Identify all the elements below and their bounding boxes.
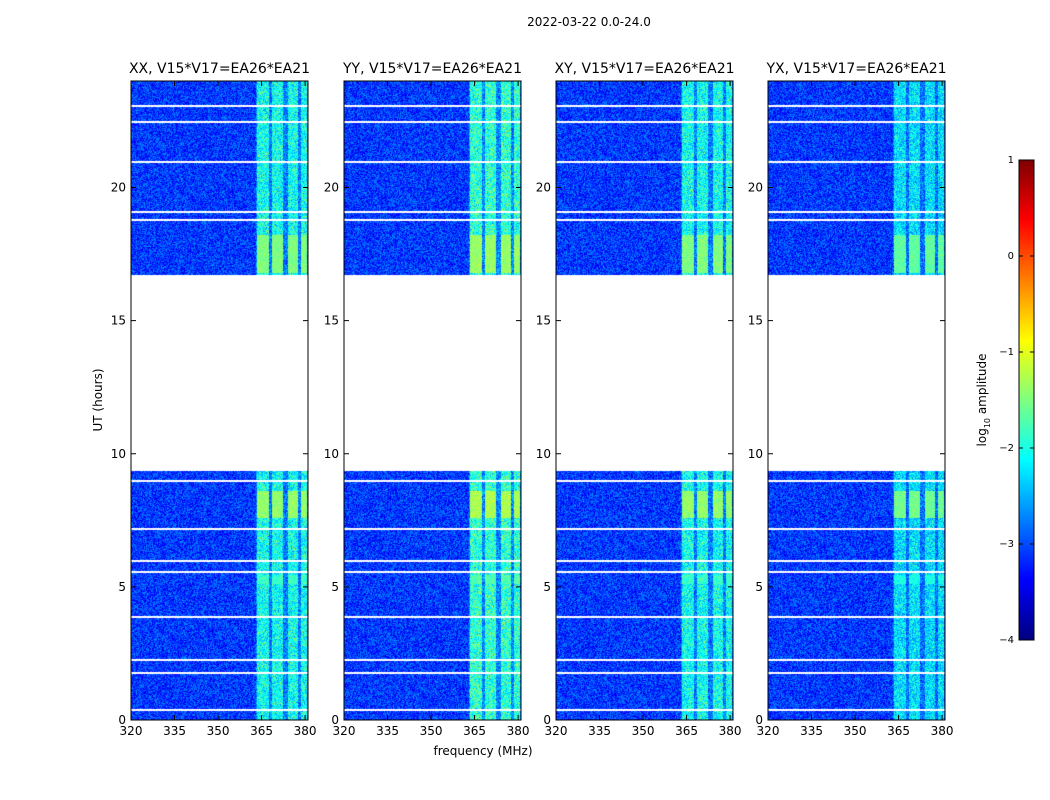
- y-tick-label: 15: [324, 314, 339, 328]
- panel-title: YY, V15*V17=EA26*EA21: [342, 61, 522, 77]
- x-tick-label: 365: [463, 724, 486, 738]
- x-tick-label: 365: [675, 724, 698, 738]
- colorbar-tick-label: −4: [999, 635, 1014, 646]
- panel-0: XX, V15*V17=EA26*EA21 320 335 350 365 380 0 5 10…: [111, 61, 317, 738]
- panel-frame: [343, 80, 522, 721]
- y-tick-label: 15: [536, 314, 551, 328]
- x-tick-label: 320: [120, 724, 143, 738]
- y-tick-label: 10: [324, 447, 339, 461]
- panel-frame: [555, 80, 734, 721]
- colorbar-tick-label: 1: [1008, 155, 1014, 166]
- panel-group: XX, V15*V17=EA26*EA21 320 335 350 365 380 0 5 10…: [111, 61, 954, 738]
- x-tick-label: 335: [376, 724, 399, 738]
- panel-2: XY, V15*V17=EA26*EA21 320 335 350 365 380 0 5 10…: [536, 61, 742, 738]
- y-tick-label: 15: [748, 314, 763, 328]
- spectrogram-image: [768, 81, 945, 720]
- spectrogram-image: [344, 81, 521, 720]
- panel-frame: [130, 80, 309, 721]
- figure-title: 2022-03-22 0.0-24.0: [527, 15, 651, 29]
- spectrogram-image: [131, 81, 308, 720]
- x-tick-label: 350: [844, 724, 867, 738]
- panel-title: XX, V15*V17=EA26*EA21: [129, 61, 310, 77]
- x-tick-label: 365: [887, 724, 910, 738]
- x-tick-label: 320: [545, 724, 568, 738]
- x-tick-label: 350: [420, 724, 443, 738]
- y-tick-label: 5: [543, 580, 551, 594]
- colorbar-tick-label: −1: [999, 347, 1014, 358]
- x-tick-label: 320: [333, 724, 356, 738]
- y-tick-label: 10: [111, 447, 126, 461]
- colorbar: −4 −3 −2 −1 0 1 log10 amplitude: [975, 155, 1035, 646]
- y-tick-label: 10: [536, 447, 551, 461]
- y-tick-label: 5: [755, 580, 763, 594]
- colorbar-tick-label: −2: [999, 443, 1014, 454]
- panel-3: YX, V15*V17=EA26*EA21 320 335 350 365 380 0 5 10…: [748, 61, 954, 738]
- panel-title: YX, V15*V17=EA26*EA21: [765, 61, 946, 77]
- x-axis-label: frequency (MHz): [433, 744, 532, 758]
- y-tick-label: 20: [111, 181, 126, 195]
- panel-title: XY, V15*V17=EA26*EA21: [554, 61, 734, 77]
- x-tick-label: 335: [588, 724, 611, 738]
- panel-frame: [767, 80, 946, 721]
- x-tick-label: 350: [632, 724, 655, 738]
- y-tick-label: 10: [748, 447, 763, 461]
- y-axis-label: UT (hours): [91, 368, 105, 431]
- y-tick-label: 0: [118, 713, 126, 727]
- x-tick-label: 380: [719, 724, 742, 738]
- y-tick-label: 0: [543, 713, 551, 727]
- x-tick-label: 335: [163, 724, 186, 738]
- x-tick-label: 380: [931, 724, 954, 738]
- y-tick-label: 0: [755, 713, 763, 727]
- x-tick-label: 380: [294, 724, 317, 738]
- colorbar-tick-label: −3: [999, 539, 1014, 550]
- panel-1: YY, V15*V17=EA26*EA21 320 335 350 365 380 0 5 10…: [324, 61, 530, 738]
- spectrogram-image: [556, 81, 733, 720]
- y-tick-label: 20: [324, 181, 339, 195]
- colorbar-gradient: [1019, 160, 1034, 640]
- x-tick-label: 350: [207, 724, 230, 738]
- y-tick-label: 5: [118, 580, 126, 594]
- colorbar-tick-label: 0: [1008, 251, 1014, 262]
- x-tick-label: 380: [507, 724, 530, 738]
- colorbar-frame: [1018, 159, 1035, 641]
- x-tick-label: 335: [800, 724, 823, 738]
- x-tick-label: 365: [250, 724, 273, 738]
- x-tick-label: 320: [757, 724, 780, 738]
- y-tick-label: 0: [331, 713, 339, 727]
- y-tick-label: 5: [331, 580, 339, 594]
- y-tick-label: 15: [111, 314, 126, 328]
- y-tick-label: 20: [536, 181, 551, 195]
- y-tick-label: 20: [748, 181, 763, 195]
- colorbar-label: log10 amplitude: [975, 354, 992, 447]
